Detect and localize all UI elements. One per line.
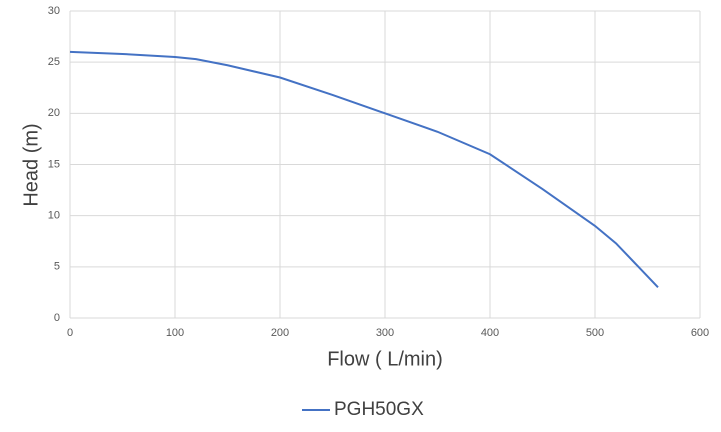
data-line [69,50,659,288]
x-tick-label: 100 [166,327,184,339]
y-tick-label: 15 [48,158,60,170]
x-axis-title: Flow ( L/min) [327,348,443,370]
x-tick-label: 300 [376,327,394,339]
x-tick-label: 0 [67,327,73,339]
y-tick-label: 5 [54,261,60,273]
y-tick-label: 10 [48,210,60,222]
y-axis-title: Head (m) [20,123,42,206]
y-tick-label: 20 [48,107,60,119]
legend-label: PGH50GX [334,399,424,420]
x-tick-label: 200 [271,327,289,339]
y-tick-label: 30 [48,5,60,17]
x-tick-label: 400 [481,327,499,339]
x-tick-label: 500 [586,327,604,339]
y-tick-label: 0 [54,312,60,324]
x-tick-label: 600 [691,327,709,339]
y-tick-label: 25 [48,56,60,68]
